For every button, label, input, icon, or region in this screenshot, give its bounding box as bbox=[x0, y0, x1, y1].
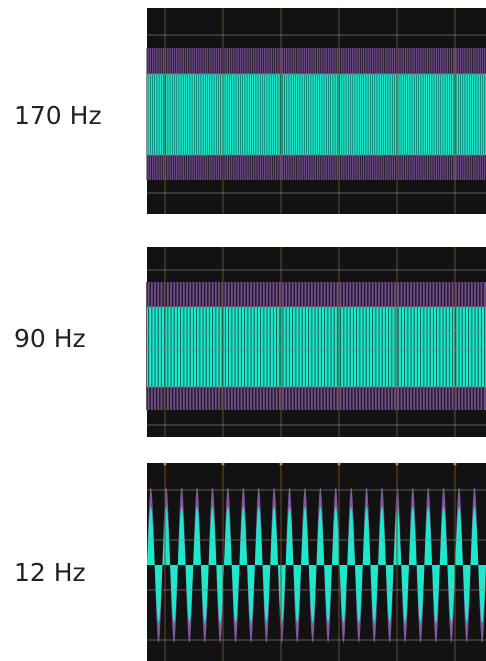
signal-band bbox=[147, 74, 486, 155]
page: 170 Hz 90 Hz 12 Hz bbox=[0, 0, 486, 661]
trigger-mark bbox=[164, 463, 167, 466]
signal-band bbox=[147, 307, 486, 387]
panel-label: 90 Hz bbox=[14, 324, 86, 353]
trigger-mark bbox=[280, 463, 283, 466]
panel-label: 170 Hz bbox=[14, 101, 102, 130]
trigger-mark bbox=[454, 463, 457, 466]
trigger-mark bbox=[338, 463, 341, 466]
panel-label: 12 Hz bbox=[14, 558, 86, 587]
trigger-mark bbox=[396, 463, 399, 466]
trigger-mark bbox=[222, 463, 225, 466]
